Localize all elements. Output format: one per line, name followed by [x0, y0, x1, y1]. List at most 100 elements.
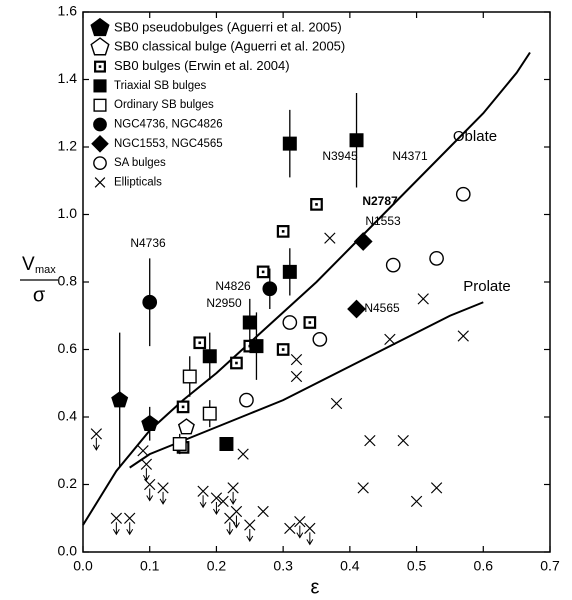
y-tick-label: 0.2	[58, 475, 78, 491]
legend-marker	[90, 37, 110, 56]
y-label-denominator: σ	[33, 284, 46, 306]
pentagon-marker	[177, 418, 195, 435]
square-marker	[256, 265, 270, 279]
x-axis-label: ε	[311, 576, 320, 598]
legend-label: NGC1553, NGC4565	[114, 138, 223, 150]
cross-marker	[430, 482, 443, 494]
legend-label: Ellipticals	[114, 176, 162, 188]
square-marker	[303, 316, 317, 329]
x-tick-label: 0.2	[207, 558, 227, 574]
y-label-subscript: max	[35, 264, 56, 276]
cross-marker	[330, 397, 343, 410]
square-body	[282, 136, 297, 151]
square-dot	[281, 348, 285, 351]
legend-marker	[91, 135, 109, 153]
square-body	[93, 98, 107, 112]
legend-label: SA bulges	[114, 157, 166, 169]
x-tick-label: 0.7	[540, 558, 560, 574]
cross-marker	[227, 482, 239, 494]
diamond-marker	[347, 299, 366, 319]
square-marker	[310, 198, 323, 211]
cross-marker	[210, 492, 223, 504]
legend-label: Ordinary SB bulges	[114, 99, 214, 111]
upper-limit-arrow	[226, 522, 234, 536]
upper-limit-arrow	[296, 525, 304, 539]
square-body	[349, 133, 364, 148]
cross-marker	[197, 485, 209, 497]
annotation: Oblate	[453, 128, 497, 145]
annotation: N4371	[392, 149, 428, 163]
legend-marker	[90, 17, 110, 37]
cross-marker	[284, 522, 296, 535]
circle-marker	[262, 281, 278, 297]
x-tick-label: 0.5	[407, 558, 427, 574]
legend-marker	[93, 156, 107, 170]
annotation: N1553	[365, 214, 401, 228]
annotation: N3945	[322, 149, 358, 163]
cross-marker	[237, 448, 249, 460]
cross-marker	[397, 434, 409, 447]
square-marker	[202, 406, 217, 421]
cross-marker	[140, 458, 153, 470]
circle-marker	[282, 315, 298, 330]
square-body	[172, 437, 187, 452]
cross-marker	[90, 428, 103, 440]
square-marker	[282, 136, 297, 151]
cross-marker	[357, 482, 369, 494]
circle-marker	[312, 332, 328, 347]
y-tick-label: 0.0	[58, 543, 78, 559]
circle-marker	[239, 392, 254, 408]
cross-marker	[244, 519, 256, 531]
y-tick-label: 1.2	[58, 138, 78, 154]
square-body	[202, 406, 217, 421]
model-curve	[82, 51, 531, 526]
cross-marker	[290, 353, 303, 366]
cross-marker	[290, 370, 303, 383]
square-dot	[281, 230, 285, 233]
legend-label: SB0 classical bulge (Aguerri et al. 2005…	[114, 39, 345, 54]
cross-marker	[457, 330, 469, 342]
diamond-marker	[353, 232, 373, 251]
square-marker	[276, 343, 290, 356]
x-tick-label: 0.1	[140, 558, 160, 574]
upper-limit-arrow	[142, 468, 150, 482]
square-marker	[202, 349, 217, 364]
y-tick-label: 0.6	[58, 340, 78, 356]
square-marker	[172, 437, 187, 452]
cross-marker	[230, 505, 243, 518]
cross-marker	[110, 512, 123, 524]
cross-marker	[217, 495, 229, 508]
legend-label: NGC4736, NGC4826	[114, 119, 223, 131]
square-body	[202, 349, 217, 364]
upper-limit-arrow	[233, 515, 240, 529]
square-marker	[249, 339, 264, 354]
square-body	[93, 79, 107, 93]
legend-label: SB0 bulges (Erwin et al. 2004)	[114, 58, 290, 73]
cross-marker	[157, 482, 169, 494]
legend-marker	[94, 177, 106, 188]
y-tick-label: 0.4	[58, 408, 78, 424]
legend-label: SB0 pseudobulges (Aguerri et al. 2005)	[114, 19, 342, 34]
pentagon-marker	[141, 414, 159, 431]
legend-marker	[94, 60, 106, 73]
circle-marker	[455, 186, 471, 202]
square-marker	[193, 336, 207, 350]
upper-limit-arrow	[246, 529, 254, 542]
y-tick-label: 0.8	[58, 273, 78, 289]
circle-marker	[142, 294, 158, 310]
cross-marker	[304, 522, 316, 535]
annotation: N2950	[206, 296, 242, 310]
annotation: Prolate	[463, 278, 511, 295]
pentagon-marker	[111, 391, 129, 408]
square-body	[219, 437, 234, 452]
upper-limit-arrow	[306, 532, 314, 546]
square-marker	[242, 315, 257, 330]
cross-marker	[137, 445, 149, 457]
upper-limit-arrow	[112, 522, 120, 536]
x-tick-label: 0.3	[273, 558, 293, 574]
square-dot	[235, 361, 238, 365]
legend-label: Triaxial SB bulges	[114, 80, 207, 92]
square-body	[182, 369, 197, 384]
square-marker	[219, 437, 234, 452]
